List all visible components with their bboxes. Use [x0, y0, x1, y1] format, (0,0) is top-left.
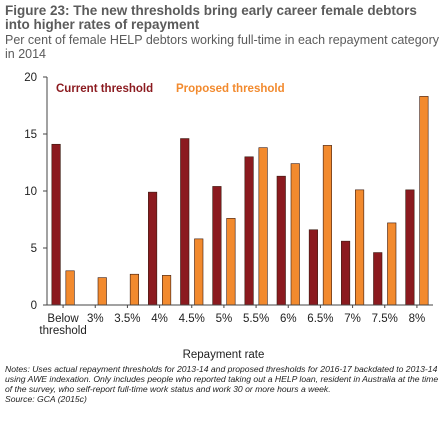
- bar-proposed: [290, 163, 300, 306]
- chart-axes: [46, 77, 433, 306]
- y-tick-label: 0: [31, 300, 37, 312]
- x-tick-label: 8%: [409, 313, 426, 325]
- bar-current: [308, 229, 318, 306]
- x-tick-label: 3.5%: [114, 313, 140, 325]
- bar-current: [212, 186, 222, 306]
- bar-current: [276, 175, 286, 306]
- x-tick-label: 5%: [216, 313, 233, 325]
- x-axis-label: Repayment rate: [182, 349, 265, 361]
- bar-current: [180, 138, 190, 306]
- bar-proposed: [355, 189, 365, 306]
- source-text: Source: GCA (2015c): [5, 394, 87, 404]
- x-tick-label: 6.5%: [307, 313, 333, 325]
- x-tick-label: 4%: [151, 313, 168, 325]
- chart-legend: Current threshold Proposed threshold: [56, 83, 285, 95]
- bar-current: [51, 143, 61, 306]
- x-tick-label: 7.5%: [372, 313, 398, 325]
- bar-current: [405, 189, 415, 306]
- x-tick-label: 3%: [87, 313, 104, 325]
- bar-proposed: [162, 275, 172, 306]
- bar-current: [341, 240, 351, 306]
- x-tick-label: 7%: [344, 313, 361, 325]
- bar-current: [148, 191, 158, 306]
- bar-proposed: [419, 96, 429, 306]
- x-tick-label: Below threshold: [39, 313, 86, 337]
- bar-proposed: [65, 270, 75, 306]
- bar-proposed: [129, 273, 139, 306]
- bar-current: [373, 252, 383, 306]
- bar-current: [244, 156, 254, 306]
- chart-notes: Notes: Uses actual repayment thresholds …: [5, 364, 442, 404]
- y-tick-label: 20: [24, 72, 37, 84]
- x-tick-label: 6%: [280, 313, 297, 325]
- bar-proposed: [194, 238, 204, 306]
- legend-proposed: Proposed threshold: [176, 83, 285, 95]
- bar-proposed: [258, 147, 268, 306]
- bar-proposed: [226, 218, 236, 306]
- bar-series: [51, 96, 429, 306]
- legend-current: Current threshold: [56, 83, 153, 95]
- x-tick-label: 4.5%: [179, 313, 205, 325]
- y-tick-label: 15: [24, 129, 37, 141]
- chart-subtitle: Per cent of female HELP debtors working …: [5, 33, 440, 61]
- x-tick-label: 5.5%: [243, 313, 269, 325]
- bar-proposed: [97, 277, 107, 306]
- notes-text: Notes: Uses actual repayment thresholds …: [5, 364, 439, 394]
- bar-proposed: [322, 145, 332, 306]
- y-axis-ticks: 0 5 10 15 20: [24, 72, 47, 312]
- bar-proposed: [387, 222, 397, 306]
- y-tick-label: 5: [31, 243, 37, 255]
- chart-title: Figure 23: The new thresholds bring earl…: [5, 3, 417, 32]
- y-tick-label: 10: [24, 186, 37, 198]
